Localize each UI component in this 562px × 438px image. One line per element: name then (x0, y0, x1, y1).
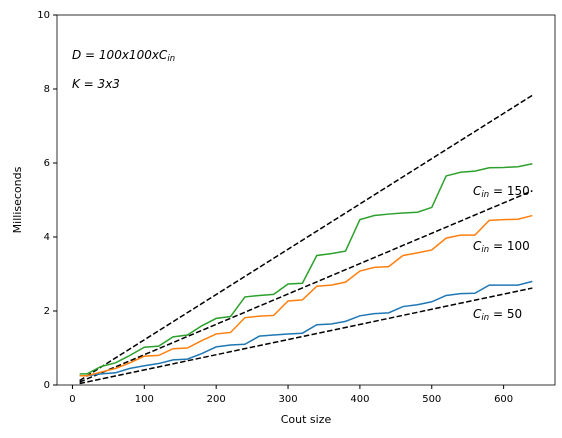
x-tick-label: 0 (69, 394, 75, 405)
annotation-base: D = 100x100xC (72, 48, 168, 62)
reference-line (79, 94, 533, 382)
annotation-sub: in (167, 54, 175, 64)
annotation-base: K = 3x3 (72, 77, 120, 91)
annotation-sub: in (481, 245, 489, 255)
annotation-base: C (473, 239, 482, 253)
annotation-rest: = 100 (489, 239, 530, 253)
annotation-sub: in (481, 190, 489, 200)
annotation: D = 100x100xCin (72, 48, 175, 64)
annotation: Cin = 100 (473, 239, 530, 255)
x-tick-label: 100 (135, 394, 154, 405)
annotation-rest: = 50 (489, 307, 522, 321)
series-line (79, 280, 533, 377)
reference-line (79, 287, 533, 385)
x-axis-title: Cout size (281, 413, 332, 426)
y-tick-label: 4 (44, 232, 50, 243)
annotation-base: C (473, 184, 482, 198)
x-tick-label: 400 (350, 394, 369, 405)
y-tick-label: 0 (44, 380, 50, 391)
y-tick-label: 8 (44, 84, 50, 95)
y-tick-label: 2 (44, 306, 50, 317)
annotation-rest: = 150 (489, 184, 530, 198)
annotation-base: C (473, 307, 482, 321)
annotation: K = 3x3 (72, 77, 120, 91)
annotation: Cin = 150 (473, 184, 530, 200)
x-tick-label: 300 (278, 394, 297, 405)
y-tick-label: 6 (44, 158, 50, 169)
reference-line (79, 190, 533, 383)
plot-frame (56, 14, 556, 386)
y-axis-title: Milliseconds (11, 166, 24, 233)
annotation: Cin = 50 (473, 307, 522, 323)
x-tick-label: 500 (422, 394, 441, 405)
y-tick-label: 10 (37, 10, 50, 21)
x-tick-label: 200 (207, 394, 226, 405)
series-line (79, 214, 533, 377)
x-tick-label: 600 (494, 394, 513, 405)
annotation-sub: in (481, 313, 489, 323)
series-line (79, 163, 533, 375)
